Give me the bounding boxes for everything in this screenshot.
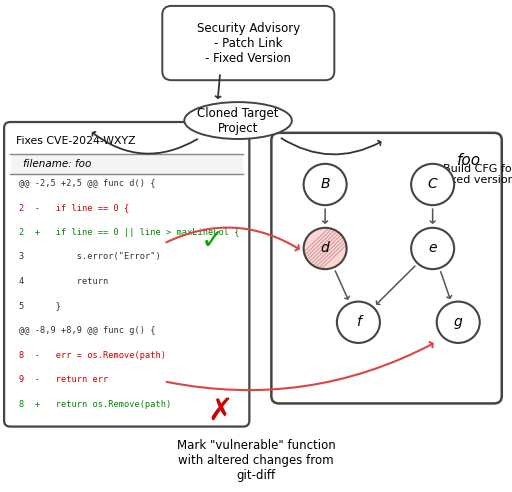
Text: B: B: [321, 178, 330, 191]
Circle shape: [337, 302, 380, 343]
Text: C: C: [428, 178, 438, 191]
Text: Cloned Target
Project: Cloned Target Project: [197, 107, 279, 134]
Text: 8  -   err = os.Remove(path): 8 - err = os.Remove(path): [19, 351, 166, 360]
Text: Security Advisory
- Patch Link
- Fixed Version: Security Advisory - Patch Link - Fixed V…: [197, 22, 300, 64]
Text: 5      }: 5 }: [19, 302, 61, 310]
Circle shape: [437, 302, 480, 343]
Text: foo: foo: [457, 153, 481, 167]
Text: Fixes CVE-2024-WXYZ: Fixes CVE-2024-WXYZ: [16, 136, 136, 146]
Circle shape: [411, 228, 454, 269]
Ellipse shape: [184, 102, 292, 139]
Text: Build CFG for
fixed version: Build CFG for fixed version: [443, 164, 512, 185]
FancyBboxPatch shape: [11, 154, 243, 174]
Text: Mark "vulnerable" function
with altered changes from
git-diff: Mark "vulnerable" function with altered …: [177, 438, 335, 482]
Text: filename: foo: filename: foo: [23, 159, 92, 169]
Circle shape: [304, 228, 347, 269]
FancyBboxPatch shape: [4, 122, 249, 427]
Text: f: f: [356, 315, 361, 329]
Text: e: e: [429, 242, 437, 255]
Text: 8  +   return os.Remove(path): 8 + return os.Remove(path): [19, 400, 172, 409]
Text: @@ -8,9 +8,9 @@ func g() {: @@ -8,9 +8,9 @@ func g() {: [19, 326, 156, 335]
Text: d: d: [321, 242, 330, 255]
Text: @@ -2,5 +2,5 @@ func d() {: @@ -2,5 +2,5 @@ func d() {: [19, 179, 156, 187]
Circle shape: [304, 164, 347, 205]
Text: 2  +   if line == 0 || line > maxLineCol {: 2 + if line == 0 || line > maxLineCol {: [19, 228, 240, 237]
Text: 4          return: 4 return: [19, 277, 109, 286]
Text: 3          s.error("Error"): 3 s.error("Error"): [19, 252, 161, 261]
FancyBboxPatch shape: [271, 133, 502, 403]
Circle shape: [411, 164, 454, 205]
Text: ✗: ✗: [207, 397, 233, 425]
Text: g: g: [454, 315, 463, 329]
FancyBboxPatch shape: [162, 6, 334, 80]
Text: 2  -   if line == 0 {: 2 - if line == 0 {: [19, 203, 130, 212]
Text: 9  -   return err: 9 - return err: [19, 375, 109, 384]
Text: ✓: ✓: [201, 227, 224, 255]
